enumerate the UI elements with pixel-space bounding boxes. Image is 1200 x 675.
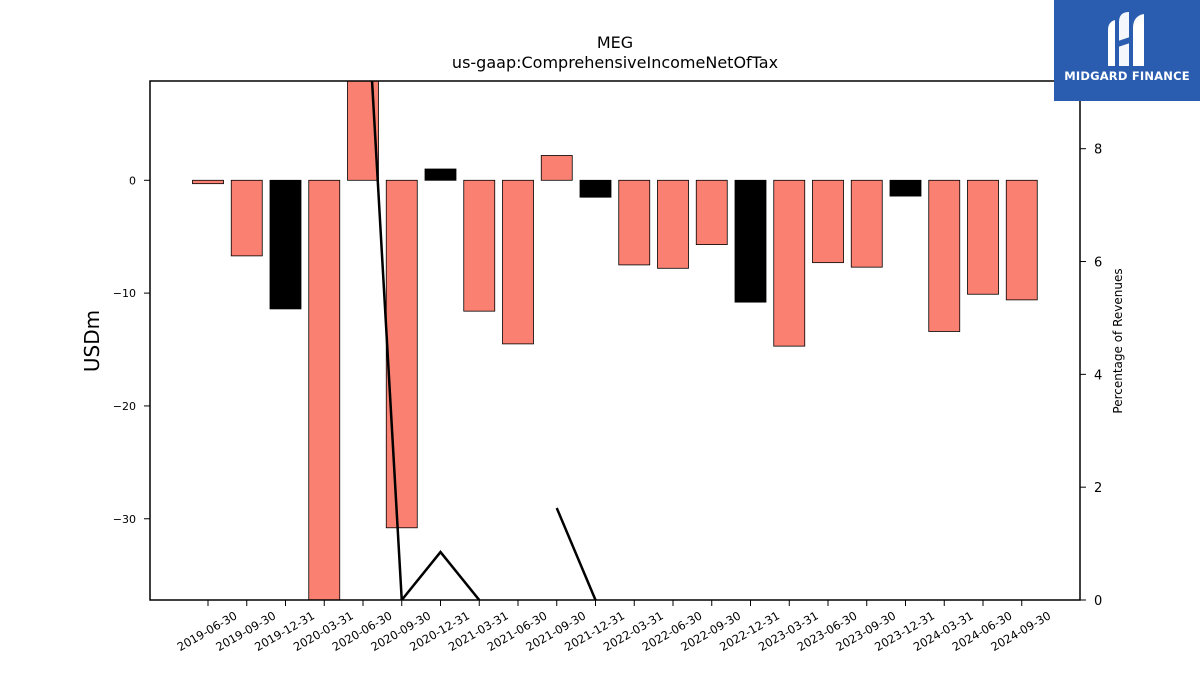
y-tick-label: −20 [113,400,136,413]
bar [928,179,961,332]
bar [308,179,341,600]
y-tick-label: −10 [113,287,136,300]
plot-marks [192,81,1038,600]
bar [579,179,612,198]
y-axis-label: USDm [80,310,104,372]
y2-axis-label: Percentage of Revenues [1111,268,1125,413]
y2-tick-label: 0 [1094,594,1102,609]
logo-mark-icon [1108,12,1144,66]
percentage-line [555,507,597,600]
bar [463,179,496,312]
bar [889,179,922,197]
midgard-finance-logo: MIDGARD FINANCE [1054,0,1200,101]
bar [540,155,573,181]
bar [385,179,418,529]
bar [502,179,534,345]
bar [657,179,689,269]
bar [230,179,263,257]
percentage-line [370,81,481,600]
y-tick-label: −30 [113,513,136,526]
bar [773,179,806,347]
bar [734,179,767,303]
chart-title: MEG [597,33,633,52]
bar [192,179,224,185]
bar [618,179,651,266]
chart-subtitle: us-gaap:ComprehensiveIncomeNetOfTax [452,53,778,72]
bar [1005,179,1038,301]
bar [269,179,302,310]
logo-text: MIDGARD FINANCE [1064,69,1190,83]
y-tick-label: 0 [129,174,136,187]
bar [967,179,999,295]
bar [424,168,457,181]
bar [850,179,883,268]
y2-tick-label: 2 [1094,481,1102,496]
y2-tick-label: 4 [1094,368,1102,383]
y2-tick-label: 6 [1094,256,1102,271]
y2-tick-label: 8 [1094,143,1102,158]
bar [812,179,844,264]
bar [695,179,728,245]
plot-frame [149,80,1081,601]
